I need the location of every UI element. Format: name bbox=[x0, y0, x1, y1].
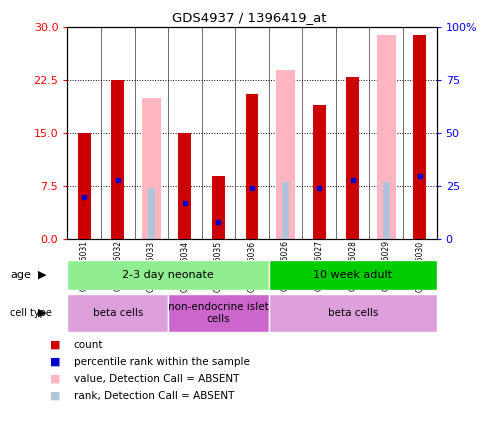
Text: rank, Detection Call = ABSENT: rank, Detection Call = ABSENT bbox=[74, 390, 234, 401]
Text: ■: ■ bbox=[50, 357, 60, 367]
Text: non-endocrine islet
cells: non-endocrine islet cells bbox=[168, 302, 269, 324]
Bar bbox=[282, 182, 289, 239]
Bar bbox=[383, 182, 390, 239]
Text: value, Detection Call = ABSENT: value, Detection Call = ABSENT bbox=[74, 374, 239, 384]
Bar bbox=[377, 35, 396, 239]
Text: 2-3 day neonate: 2-3 day neonate bbox=[122, 270, 214, 280]
Text: ■: ■ bbox=[50, 374, 60, 384]
Bar bbox=[142, 98, 161, 239]
Bar bbox=[67, 294, 168, 332]
Bar bbox=[168, 294, 269, 332]
Text: age: age bbox=[10, 270, 31, 280]
Bar bbox=[269, 294, 437, 332]
Text: beta cells: beta cells bbox=[92, 308, 143, 318]
Bar bbox=[346, 77, 359, 239]
Bar bbox=[313, 105, 325, 239]
Bar bbox=[269, 260, 437, 290]
Text: count: count bbox=[74, 340, 103, 350]
Text: ■: ■ bbox=[50, 340, 60, 350]
Bar bbox=[179, 133, 191, 239]
Bar bbox=[148, 188, 155, 239]
Text: percentile rank within the sample: percentile rank within the sample bbox=[74, 357, 250, 367]
Text: beta cells: beta cells bbox=[327, 308, 378, 318]
Bar bbox=[78, 133, 90, 239]
Bar bbox=[111, 80, 124, 239]
Text: cell type: cell type bbox=[10, 308, 52, 318]
Text: ▶: ▶ bbox=[38, 270, 47, 280]
Text: GDS4937 / 1396419_at: GDS4937 / 1396419_at bbox=[172, 11, 327, 24]
Bar bbox=[67, 260, 269, 290]
Bar bbox=[414, 35, 426, 239]
Text: ■: ■ bbox=[50, 390, 60, 401]
Bar bbox=[246, 94, 258, 239]
Text: 10 week adult: 10 week adult bbox=[313, 270, 392, 280]
Text: ▶: ▶ bbox=[38, 308, 47, 318]
Bar bbox=[212, 176, 225, 239]
Bar bbox=[276, 70, 295, 239]
